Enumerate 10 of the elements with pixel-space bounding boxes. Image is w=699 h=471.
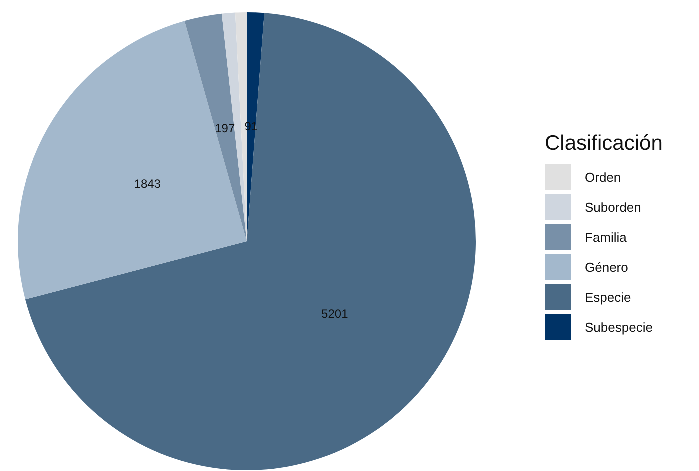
legend-label: Género xyxy=(585,260,628,274)
data-label: 5201 xyxy=(322,307,349,322)
data-label: 197 xyxy=(215,121,236,136)
legend-label: Especie xyxy=(585,290,632,304)
data-label: 1843 xyxy=(134,176,162,191)
legend-label: Orden xyxy=(585,170,622,184)
legend-label: Subespecie xyxy=(585,320,653,334)
legend-label: Familia xyxy=(585,230,627,244)
legend-label: Suborden xyxy=(585,200,642,214)
legend-title: Clasificación xyxy=(545,132,663,156)
